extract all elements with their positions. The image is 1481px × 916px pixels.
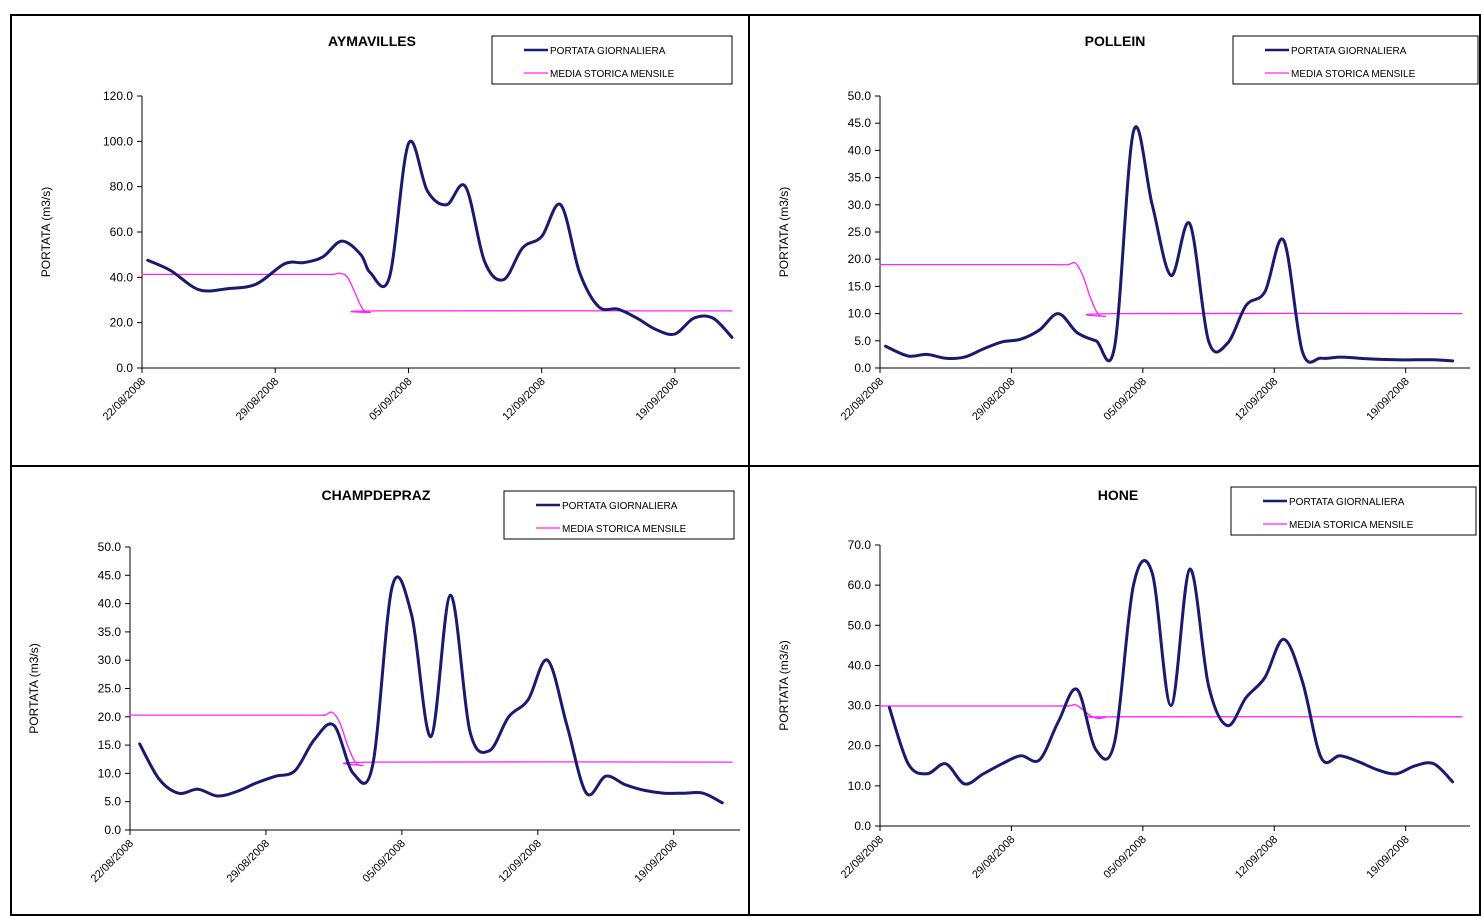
series-line-daily-flow — [887, 559, 1455, 786]
x-tick-label: 12/09/2008 — [500, 376, 547, 423]
y-tick-label: 40.0 — [98, 597, 122, 611]
x-tick-label: 05/09/2008 — [1102, 376, 1149, 423]
y-tick-label: 15.0 — [98, 738, 122, 752]
y-tick-label: 30.0 — [98, 653, 122, 667]
series-line-daily-flow — [146, 139, 734, 339]
y-tick-label: 20.0 — [848, 739, 872, 753]
legend-box — [491, 35, 733, 85]
y-tick-label: 25.0 — [98, 682, 122, 696]
chart-svg: AYMAVILLES 0.0 20.0 40.0 60.0 80.0 100.0 120.0 P… — [39, 33, 740, 423]
x-tick-label: 19/09/2008 — [1364, 834, 1411, 881]
y-tick-label: 20.0 — [110, 316, 134, 330]
x-tick-label: 19/09/2008 — [1364, 376, 1411, 423]
legend: PORTATA GIORNALIERA MEDIA STORICA MENSILE — [1230, 486, 1477, 536]
chart-title: POLLEIN — [1085, 33, 1146, 49]
x-tick-label: 19/09/2008 — [632, 838, 679, 885]
y-tick-label: 15.0 — [848, 279, 872, 293]
y-tick-label: 20.0 — [848, 252, 872, 266]
chart-panel-aymavilles: AYMAVILLES 0.0 20.0 40.0 60.0 80.0 100.0 120.0 P… — [10, 14, 750, 467]
series-line-historical-mean — [141, 272, 733, 314]
y-tick-label: 35.0 — [98, 625, 122, 639]
y-tick-label: 40.0 — [848, 143, 872, 157]
y-tick-label: 80.0 — [110, 180, 134, 194]
legend-box — [1232, 35, 1479, 85]
chart-title: AYMAVILLES — [328, 33, 416, 49]
y-tick-label: 10.0 — [848, 779, 872, 793]
series-line-historical-mean — [879, 261, 1463, 317]
y-tick-label: 50.0 — [98, 540, 122, 554]
x-tick-label: 12/09/2008 — [1233, 376, 1280, 423]
y-tick-label: 5.0 — [854, 334, 871, 348]
legend: PORTATA GIORNALIERA MEDIA STORICA MENSILE — [1232, 35, 1479, 85]
x-tick-label: 29/08/2008 — [234, 376, 281, 423]
series-line-daily-flow — [138, 575, 724, 805]
x-tick-label: 05/09/2008 — [361, 838, 408, 885]
x-tick-label: 05/09/2008 — [367, 376, 414, 423]
y-axis-label: PORTATA (m3/s) — [39, 187, 53, 277]
chart-panel-champdepraz: CHAMPDEPRAZ 0.0 5.0 10.0 15.0 20.0 25.0 30.0 35.… — [10, 465, 750, 916]
x-tick-label: 22/08/2008 — [89, 838, 136, 885]
x-tick-label: 29/08/2008 — [970, 376, 1017, 423]
legend-label-historical: MEDIA STORICA MENSILE — [550, 69, 675, 80]
series-line-daily-flow — [884, 125, 1455, 364]
y-tick-label: 0.0 — [854, 819, 871, 833]
legend-label-daily: PORTATA GIORNALIERA — [562, 501, 678, 512]
x-tick-label: 29/08/2008 — [225, 838, 272, 885]
y-axis-label: PORTATA (m3/s) — [777, 187, 791, 277]
legend-label-historical: MEDIA STORICA MENSILE — [562, 524, 687, 535]
chart-title: CHAMPDEPRAZ — [322, 487, 431, 503]
y-tick-label: 50.0 — [848, 618, 872, 632]
legend-label-historical: MEDIA STORICA MENSILE — [1289, 520, 1414, 531]
y-tick-label: 30.0 — [848, 699, 872, 713]
y-tick-label: 25.0 — [848, 225, 872, 239]
y-tick-label: 30.0 — [848, 198, 872, 212]
x-tick-label: 12/09/2008 — [1233, 834, 1280, 881]
x-tick-label: 22/08/2008 — [839, 376, 886, 423]
y-axis-label: PORTATA (m3/s) — [27, 643, 41, 733]
y-tick-label: 60.0 — [848, 578, 872, 592]
y-tick-label: 45.0 — [98, 568, 122, 582]
chart-title: HONE — [1098, 487, 1138, 503]
x-tick-label: 19/09/2008 — [634, 376, 681, 423]
y-tick-label: 50.0 — [848, 89, 872, 103]
y-axis-label: PORTATA (m3/s) — [777, 640, 791, 730]
y-tick-label: 0.0 — [116, 361, 133, 375]
y-tick-label: 10.0 — [98, 766, 122, 780]
y-tick-label: 120.0 — [103, 89, 133, 103]
legend: PORTATA GIORNALIERA MEDIA STORICA MENSILE — [491, 35, 733, 85]
y-tick-label: 60.0 — [110, 225, 134, 239]
legend-box — [503, 490, 735, 540]
legend-box — [1230, 486, 1477, 536]
y-tick-label: 0.0 — [104, 823, 121, 837]
legend-label-daily: PORTATA GIORNALIERA — [550, 46, 666, 57]
legend: PORTATA GIORNALIERA MEDIA STORICA MENSILE — [503, 490, 735, 540]
x-tick-label: 12/09/2008 — [497, 838, 544, 885]
x-tick-label: 22/08/2008 — [839, 834, 886, 881]
y-tick-label: 40.0 — [110, 270, 134, 284]
series-line-historical-mean — [129, 711, 733, 767]
y-tick-label: 0.0 — [854, 361, 871, 375]
y-tick-label: 45.0 — [848, 116, 872, 130]
legend-label-historical: MEDIA STORICA MENSILE — [1291, 69, 1416, 80]
chart-svg: HONE 0.0 10.0 20.0 30.0 40.0 50.0 60.0 70.0 PORTA… — [777, 486, 1477, 881]
y-tick-label: 70.0 — [848, 538, 872, 552]
chart-panel-hone: HONE 0.0 10.0 20.0 30.0 40.0 50.0 60.0 70.0 PORTA… — [748, 465, 1481, 916]
legend-label-daily: PORTATA GIORNALIERA — [1291, 46, 1407, 57]
y-tick-label: 35.0 — [848, 171, 872, 185]
x-tick-label: 22/08/2008 — [101, 376, 148, 423]
chart-panel-pollein: POLLEIN 0.0 5.0 10.0 15.0 20.0 25.0 30.0 35.0 40.… — [748, 14, 1481, 467]
x-tick-label: 05/09/2008 — [1102, 834, 1149, 881]
x-tick-label: 29/08/2008 — [970, 834, 1017, 881]
legend-label-daily: PORTATA GIORNALIERA — [1289, 497, 1405, 508]
y-tick-label: 100.0 — [103, 134, 133, 148]
chart-svg: POLLEIN 0.0 5.0 10.0 15.0 20.0 25.0 30.0 35.0 40.… — [777, 33, 1479, 423]
chart-svg: CHAMPDEPRAZ 0.0 5.0 10.0 15.0 20.0 25.0 30.0 35.… — [27, 487, 740, 885]
y-tick-label: 20.0 — [98, 710, 122, 724]
y-tick-label: 5.0 — [104, 795, 121, 809]
y-tick-label: 10.0 — [848, 307, 872, 321]
y-tick-label: 40.0 — [848, 658, 872, 672]
